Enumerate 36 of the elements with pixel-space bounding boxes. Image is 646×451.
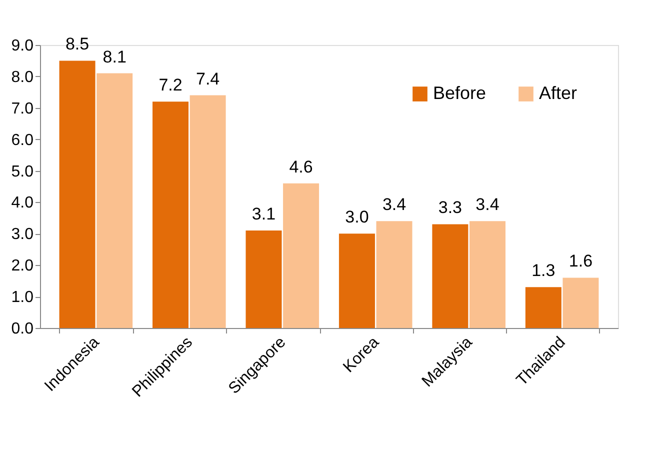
bar xyxy=(190,95,226,328)
y-tick-label: 6.0 xyxy=(11,132,34,149)
bar xyxy=(152,102,189,328)
y-tick-label: 4.0 xyxy=(11,194,34,212)
legend-label: After xyxy=(539,83,578,103)
y-tick-label: 0.0 xyxy=(11,320,34,338)
data-label: 7.4 xyxy=(196,69,220,88)
bar xyxy=(59,60,96,328)
data-label: 4.6 xyxy=(289,157,313,176)
legend-label: Before xyxy=(433,83,486,103)
y-tick-label: 9.0 xyxy=(11,38,34,54)
bar xyxy=(246,230,282,328)
data-label: 3.4 xyxy=(476,195,500,214)
bar xyxy=(562,278,599,328)
data-label: 8.5 xyxy=(65,34,90,54)
y-tick-label: 7.0 xyxy=(11,100,34,118)
bar xyxy=(525,287,562,328)
data-label: 1.3 xyxy=(532,261,556,280)
data-label: 7.2 xyxy=(158,76,182,95)
y-tick-label: 5.0 xyxy=(11,163,34,180)
bar xyxy=(283,183,320,328)
bar xyxy=(469,221,506,328)
data-label: 8.1 xyxy=(102,47,126,66)
data-label: 3.3 xyxy=(438,198,462,218)
y-tick-label: 8.0 xyxy=(11,68,34,86)
bar xyxy=(338,234,375,328)
data-label: 3.0 xyxy=(345,208,369,227)
data-label: 3.4 xyxy=(382,195,406,214)
data-label: 3.1 xyxy=(252,204,276,224)
y-tick-label: 1.0 xyxy=(11,289,34,306)
y-tick-label: 2.0 xyxy=(11,258,34,275)
bar xyxy=(432,224,468,328)
y-tick-label: 3.0 xyxy=(11,226,34,244)
bar xyxy=(96,73,133,328)
bar xyxy=(376,221,412,328)
data-label: 1.6 xyxy=(568,252,593,271)
